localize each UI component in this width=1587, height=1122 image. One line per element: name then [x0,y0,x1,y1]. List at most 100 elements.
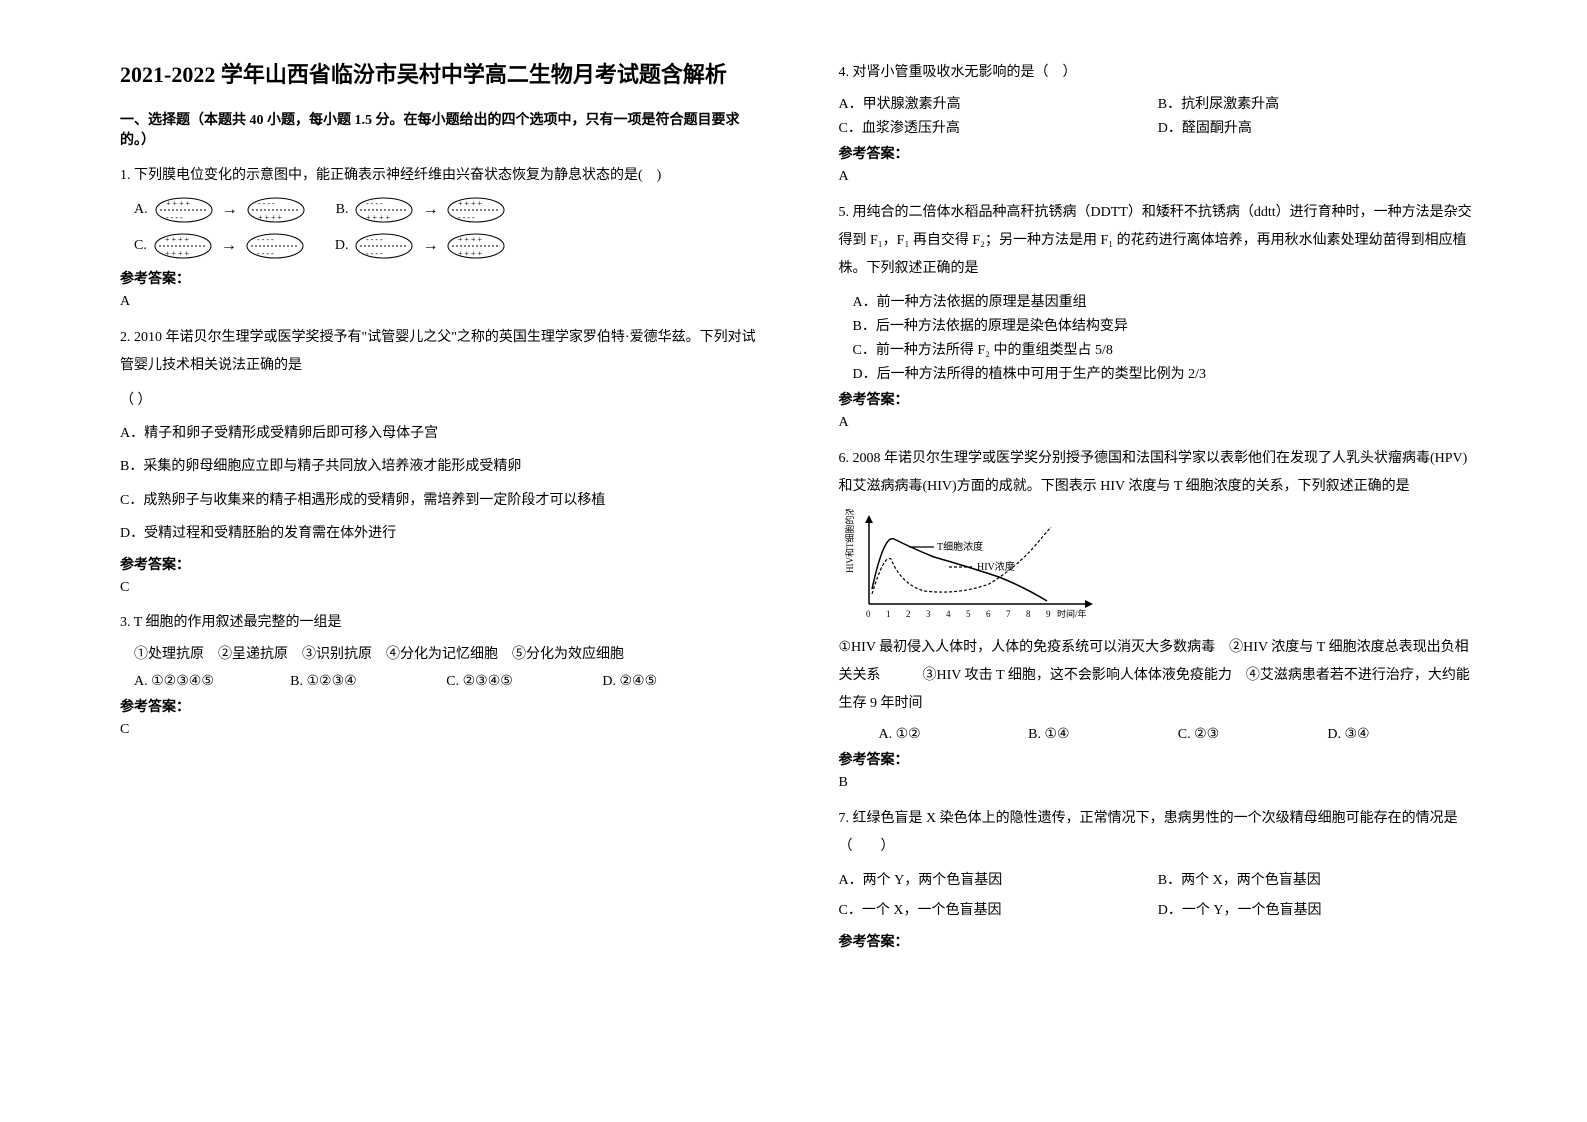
q3-items: ①处理抗原 ②呈递抗原 ③识别抗原 ④分化为记忆细胞 ⑤分化为效应细胞 [120,643,759,663]
q1-answer: A [120,294,759,310]
q6-opt-d: D. ③④ [1327,726,1477,743]
answer-label: 参考答案： [839,931,1478,951]
answer-label: 参考答案： [839,749,1478,769]
svg-text:+ + + +: + + + + [258,213,283,222]
svg-text:- - - -: - - - - [366,199,383,208]
q1-label-a: A. [134,202,148,218]
q3-options: A. ①②③④⑤ B. ①②③④ C. ②③④⑤ D. ②④⑤ [120,673,759,690]
q4-opt-b: B．抗利尿激素升高 [1158,93,1477,113]
q5-answer: A [839,415,1478,431]
q1-label-c: C. [134,238,147,254]
q3-opt-b: B. ①②③④ [290,673,446,690]
legend-hiv: HIV浓度 [977,560,1015,573]
x-axis-label: 时间/年 [1057,608,1087,619]
answer-label: 参考答案： [120,696,759,716]
svg-text:+ + + +: + + + + [458,249,483,258]
svg-text:- - - -: - - - - [366,249,383,258]
document-title: 2021-2022 学年山西省临汾市吴村中学高二生物月考试题含解析 [120,60,759,91]
svg-text:- - - -: - - - - [366,235,383,244]
q5-stem: 5. 用纯合的二倍体水稻品种高秆抗锈病（DDTT）和矮秆不抗锈病（ddtt）进行… [839,199,1478,283]
svg-text:7: 7 [1006,609,1011,619]
q2-opt-d: D．受精过程和受精胚胎的发育需在体外进行 [120,521,759,546]
svg-text:- - - -: - - - - [257,235,274,244]
svg-text:- - - -: - - - - [458,213,475,222]
question-6: 6. 2008 年诺贝尔生理学或医学奖分别授予德国和法国科学家以表彰他们在发现了… [839,445,1478,791]
q1-diagram-d2: + + + + + + + + [446,232,506,260]
q4-opt-d: D．醛固酮升高 [1158,117,1477,137]
q1-label-d: D. [335,238,349,254]
q1-diagram-d1: - - - - - - - - [354,232,414,260]
q4-answer: A [839,169,1478,185]
q5-opt-b: B．后一种方法依据的原理是染色体结构变异 [839,315,1478,335]
q3-answer: C [120,722,759,738]
q2-opt-c: C．成熟卵子与收集来的精子相遇形成的受精卵，需培养到一定阶段才可以移植 [120,488,759,513]
svg-text:2: 2 [906,609,911,619]
arrow-icon: → [221,237,237,255]
svg-text:- - - -: - - - - [258,199,275,208]
q6-items: ①HIV 最初侵入人体时，人体的免疫系统可以消灭大多数病毒 ②HIV 浓度与 T… [839,634,1478,718]
question-3: 3. T 细胞的作用叙述最完整的一组是 ①处理抗原 ②呈递抗原 ③识别抗原 ④分… [120,610,759,738]
legend-tcell: T细胞浓度 [937,540,983,553]
svg-text:- - - -: - - - - [257,249,274,258]
q7-opts-cd: C．一个 X，一个色盲基因 D．一个 Y，一个色盲基因 [839,899,1478,919]
svg-text:+ + + +: + + + + [366,213,391,222]
q6-opt-b: B. ①④ [1028,726,1178,743]
q1-diagram-c2: - - - - - - - - [245,232,305,260]
q2-opt-a: A．精子和卵子受精形成受精卵后即可移入母体子宫 [120,421,759,446]
q5-opt-d: D．后一种方法所得的植株中可用于生产的类型比例为 2/3 [839,363,1478,383]
q2-paren: （ ） [120,388,759,413]
q6-opt-a: A. ①② [879,726,1029,743]
answer-label: 参考答案： [120,554,759,574]
q5-opt-c: C．前一种方法所得 F₂ 中的重组类型占 5/8 [839,339,1478,359]
arrow-icon: → [422,201,438,219]
svg-text:+ + + +: + + + + [458,235,483,244]
q4-stem: 4. 对肾小管重吸收水无影响的是（ ） [839,60,1478,85]
q6-options: A. ①② B. ①④ C. ②③ D. ③④ [839,726,1478,743]
q3-opt-c: C. ②③④⑤ [446,673,602,690]
q7-opt-c: C．一个 X，一个色盲基因 [839,899,1158,919]
answer-label: 参考答案： [839,143,1478,163]
q1-row-cd: C. + + + + + + + + → - - - - - - - - D. … [120,232,759,260]
svg-text:9: 9 [1046,609,1051,619]
q2-answer: C [120,580,759,596]
left-column: 2021-2022 学年山西省临汾市吴村中学高二生物月考试题含解析 一、选择题（… [100,60,799,1082]
svg-text:6: 6 [986,609,991,619]
svg-text:4: 4 [946,609,951,619]
q6-answer: B [839,775,1478,791]
answer-label: 参考答案： [120,268,759,288]
svg-text:+ + + +: + + + + [458,199,483,208]
q3-stem: 3. T 细胞的作用叙述最完整的一组是 [120,610,759,635]
q1-stem: 1. 下列膜电位变化的示意图中，能正确表示神经纤维由兴奋状态恢复为静息状态的是(… [120,163,759,188]
chart-svg: 0 1 2 3 4 5 6 7 8 9 T细胞浓度 [839,509,1099,624]
q1-diagram-a1: + + + + - - - - [154,196,214,224]
q7-stem: 7. 红绿色盲是 X 染色体上的隐性遗传，正常情况下，患病男性的一个次级精母细胞… [839,805,1478,861]
svg-text:3: 3 [926,609,931,619]
q7-opt-d: D．一个 Y，一个色盲基因 [1158,899,1477,919]
svg-text:5: 5 [966,609,971,619]
question-1: 1. 下列膜电位变化的示意图中，能正确表示神经纤维由兴奋状态恢复为静息状态的是(… [120,163,759,310]
question-4: 4. 对肾小管重吸收水无影响的是（ ） A．甲状腺激素升高 B．抗利尿激素升高 … [839,60,1478,185]
y-axis-label: HIV和T细胞的浓度 [844,509,855,573]
q7-opts-ab: A．两个 Y，两个色盲基因 B．两个 X，两个色盲基因 [839,869,1478,889]
q1-label-b: B. [336,202,349,218]
q1-diagram-b1: - - - - + + + + [354,196,414,224]
arrow-icon: → [222,201,238,219]
arrow-icon: → [422,237,438,255]
q4-opt-a: A．甲状腺激素升高 [839,93,1158,113]
right-column: 4. 对肾小管重吸收水无影响的是（ ） A．甲状腺激素升高 B．抗利尿激素升高 … [799,60,1498,1082]
svg-text:+ + + +: + + + + [165,235,190,244]
q1-diagram-b2: + + + + - - - - [446,196,506,224]
svg-text:+ + + +: + + + + [166,199,191,208]
q3-opt-a: A. ①②③④⑤ [134,673,290,690]
q3-opt-d: D. ②④⑤ [602,673,758,690]
q2-stem: 2. 2010 年诺贝尔生理学或医学奖授予有"试管婴儿之父"之称的英国生理学家罗… [120,324,759,380]
svg-text:0: 0 [866,609,871,619]
question-7: 7. 红绿色盲是 X 染色体上的隐性遗传，正常情况下，患病男性的一个次级精母细胞… [839,805,1478,951]
question-5: 5. 用纯合的二倍体水稻品种高秆抗锈病（DDTT）和矮秆不抗锈病（ddtt）进行… [839,199,1478,431]
q6-chart: 0 1 2 3 4 5 6 7 8 9 T细胞浓度 [839,509,1099,624]
q4-opts-cd: C．血浆渗透压升高 D．醛固酮升高 [839,117,1478,137]
q5-opt-a: A．前一种方法依据的原理是基因重组 [839,291,1478,311]
q2-opt-b: B．采集的卵母细胞应立即与精子共同放入培养液才能形成受精卵 [120,454,759,479]
q6-opt-c: C. ②③ [1178,726,1328,743]
q1-diagram-a2: - - - - + + + + [246,196,306,224]
